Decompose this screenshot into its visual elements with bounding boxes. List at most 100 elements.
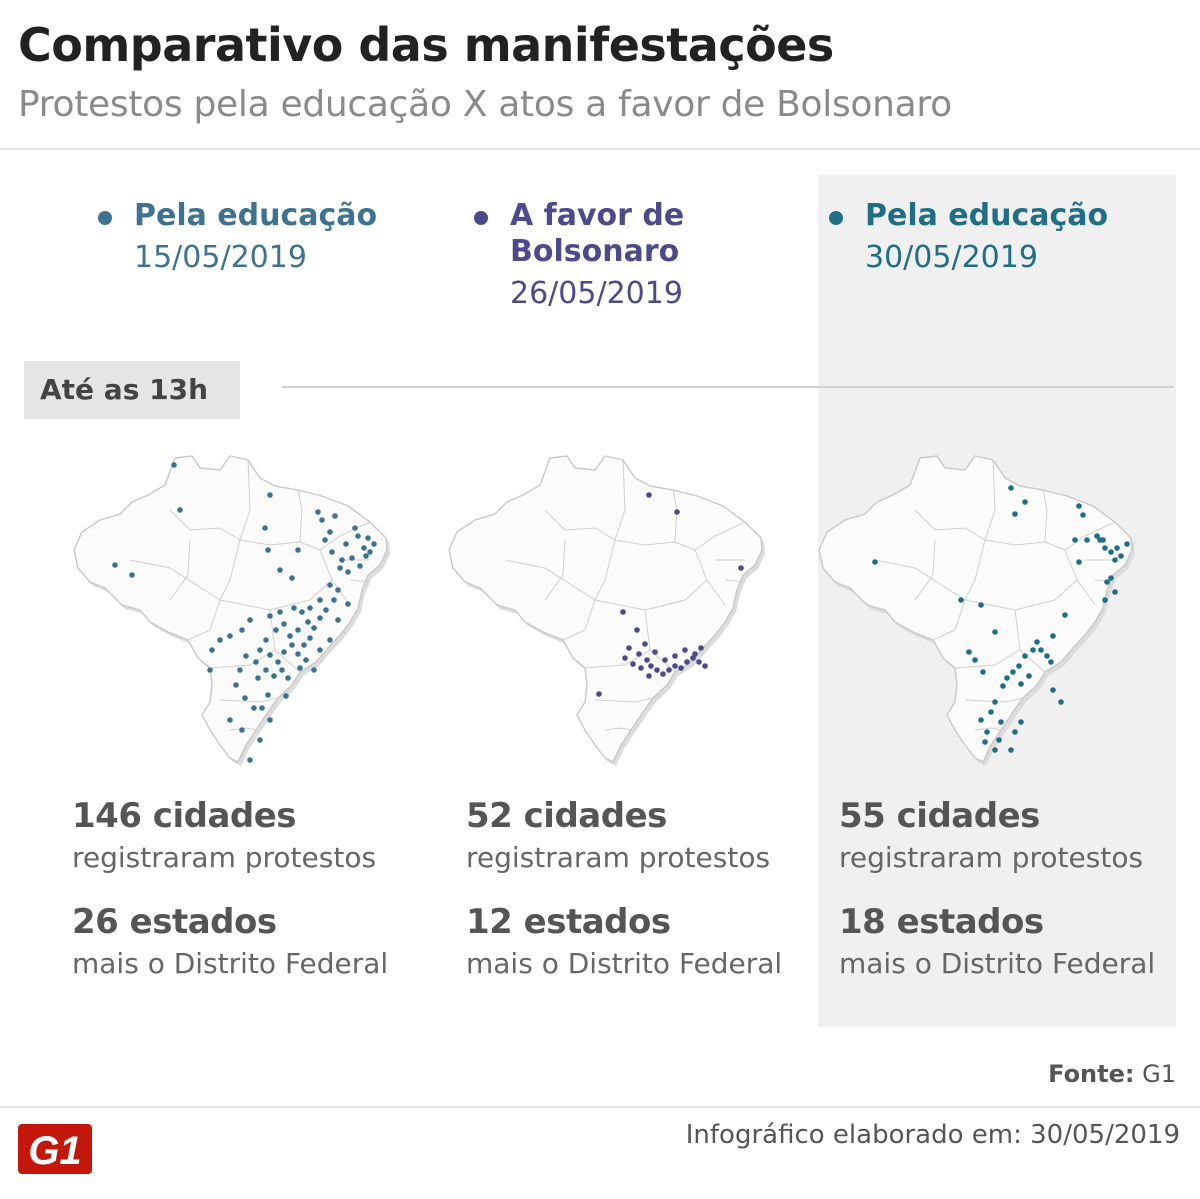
stats-column-3: 55 cidades registraram protestos 18 esta… (839, 794, 1155, 984)
city-marker (317, 647, 323, 653)
city-marker (678, 665, 684, 671)
city-marker (978, 602, 984, 608)
brazil-outline (448, 455, 763, 763)
state-border (349, 579, 371, 583)
city-marker (239, 727, 245, 733)
city-marker (1108, 575, 1114, 581)
state-border (954, 649, 1021, 669)
legend-dot-3 (829, 211, 843, 225)
state-border (219, 579, 333, 611)
city-marker (630, 661, 636, 667)
state-border (187, 599, 221, 641)
city-marker (247, 757, 253, 763)
state-border (129, 559, 221, 601)
city-marker (652, 649, 658, 655)
legend-dot-1 (98, 211, 112, 225)
state-border (874, 559, 966, 601)
city-marker (702, 663, 708, 669)
city-marker (319, 517, 325, 523)
city-marker (998, 719, 1004, 725)
city-marker (872, 559, 878, 565)
state-border (984, 539, 1066, 551)
state-border (914, 539, 936, 601)
city-marker (1012, 511, 1018, 517)
city-marker (307, 605, 313, 611)
state-border (504, 559, 596, 601)
state-border (604, 727, 632, 731)
city-marker (1100, 537, 1106, 543)
city-marker (1018, 719, 1024, 725)
brazil-map-2 (448, 455, 765, 766)
city-marker (345, 601, 351, 607)
city-marker (239, 627, 245, 633)
city-marker (303, 657, 309, 663)
city-marker (672, 653, 678, 659)
city-marker (978, 717, 984, 723)
city-marker (323, 607, 329, 613)
city-marker (698, 645, 704, 651)
city-marker (263, 637, 269, 643)
city-marker (666, 667, 672, 673)
source-credit: Fonte: G1 (1048, 1060, 1176, 1088)
city-marker (129, 572, 135, 578)
city-marker (1000, 683, 1006, 689)
time-filter-badge: Até as 13h (24, 361, 240, 419)
city-marker (209, 647, 215, 653)
city-marker (267, 652, 273, 658)
state-border (169, 509, 241, 541)
brazil-map-3 (818, 455, 1135, 766)
stats-column-1: 146 cidades registraram protestos 26 est… (72, 794, 388, 984)
city-marker (251, 705, 257, 711)
state-border (614, 459, 626, 541)
city-marker (242, 695, 248, 701)
city-marker (992, 629, 998, 635)
legend-date-2: 26/05/2019 (510, 276, 683, 311)
city-marker (1034, 639, 1040, 645)
cities-note-2: registraram protestos (466, 841, 771, 874)
city-marker (646, 673, 652, 679)
city-marker (1058, 699, 1064, 705)
city-marker (1102, 545, 1108, 551)
city-marker (305, 619, 311, 625)
footer-credit: Infográfico elaborado em: 30/05/2019 (685, 1120, 1180, 1150)
cities-count-3: 55 cidades (839, 796, 1040, 836)
city-marker (1022, 499, 1028, 505)
city-marker (1050, 687, 1056, 693)
city-marker (365, 535, 371, 541)
city-marker (1050, 633, 1056, 639)
city-marker (648, 663, 654, 669)
city-marker (345, 569, 351, 575)
g1-logo: G1 (18, 1124, 92, 1174)
city-marker (1102, 597, 1108, 603)
city-marker (289, 642, 295, 648)
state-border (932, 599, 966, 641)
city-marker (692, 651, 698, 657)
city-marker (177, 507, 183, 513)
city-marker (289, 575, 295, 581)
city-marker (1044, 653, 1050, 659)
city-marker (662, 657, 668, 663)
states-count-2: 12 estados (466, 902, 671, 942)
city-marker (620, 609, 626, 615)
state-border (1064, 521, 1116, 551)
city-marker (988, 709, 994, 715)
city-marker (1076, 503, 1082, 509)
city-marker (257, 647, 263, 653)
state-border (594, 697, 654, 703)
city-marker (322, 537, 328, 543)
legend-column-1: Pela educação 15/05/2019 (98, 198, 384, 278)
city-marker (626, 645, 632, 651)
city-marker (171, 462, 177, 468)
city-marker (644, 657, 650, 663)
state-border (219, 697, 279, 703)
city-marker (672, 663, 678, 669)
city-marker (339, 557, 345, 563)
state-border (297, 489, 303, 543)
city-marker (1118, 553, 1124, 559)
state-border (964, 579, 1078, 611)
state-border (239, 459, 251, 541)
city-marker (327, 582, 333, 588)
city-marker (295, 651, 301, 657)
city-marker (1022, 653, 1028, 659)
city-marker (297, 665, 303, 671)
